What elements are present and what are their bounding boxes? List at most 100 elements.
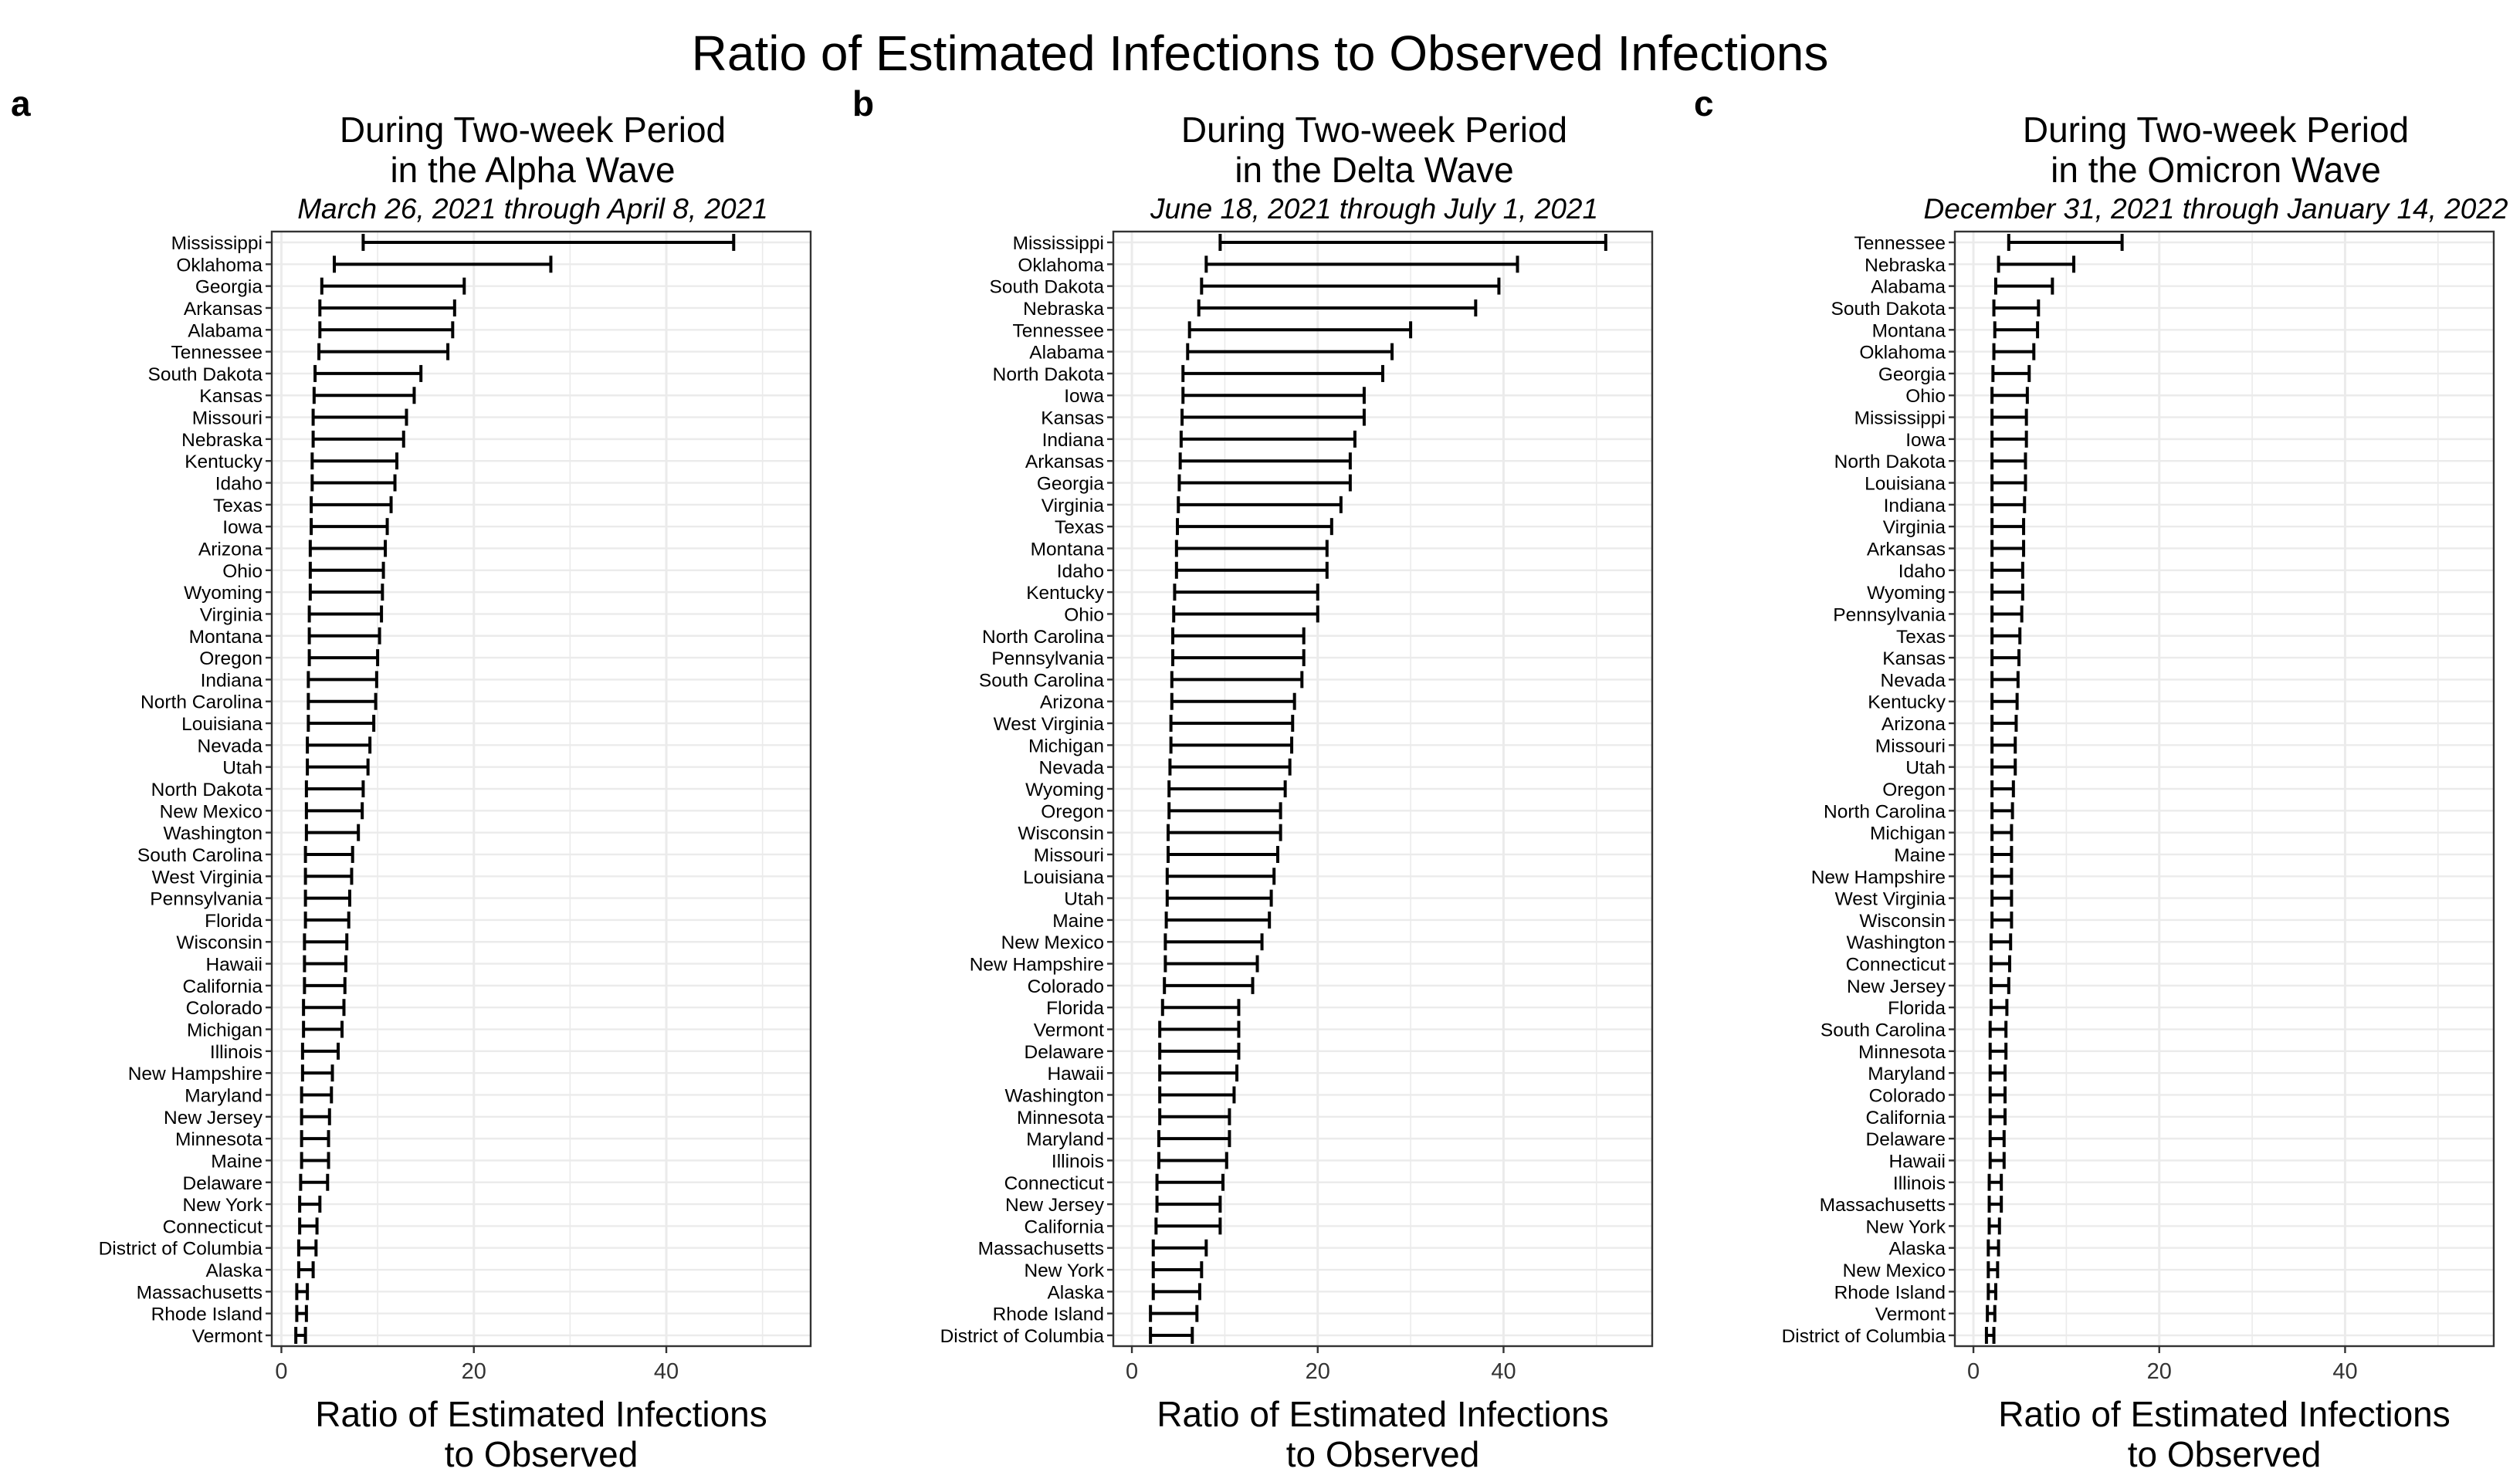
interval-washington (304, 824, 361, 841)
category-label: North Dakota (151, 780, 263, 800)
interval-vermont (294, 1327, 307, 1344)
category-label: New Hampshire (128, 1064, 262, 1084)
interval-ohio (1172, 605, 1319, 623)
category-label: Alaska (1047, 1282, 1104, 1303)
interval-new-hampshire (300, 1064, 334, 1082)
interval-district-of-columbia (296, 1239, 318, 1257)
interval-new-mexico (1987, 1261, 2000, 1279)
category-label: Hawaii (1047, 1064, 1104, 1084)
interval-illinois (1987, 1173, 2003, 1191)
interval-georgia (320, 277, 466, 295)
interval-iowa (1990, 430, 2028, 448)
category-label: Ohio (222, 561, 262, 582)
category-label: Indiana (1042, 430, 1105, 451)
category-label: Louisiana (1865, 474, 1946, 495)
category-label: Mississippi (171, 233, 262, 254)
category-label: Idaho (1057, 561, 1104, 582)
category-label: Vermont (1034, 1020, 1104, 1041)
category-label: Virginia (200, 604, 263, 625)
panel-label-c: c (1694, 83, 1714, 124)
category-label: Ohio (1064, 604, 1104, 625)
interval-florida (1989, 999, 2009, 1017)
category-label: West Virginia (152, 867, 263, 888)
category-label: Montana (189, 627, 263, 648)
category-label: Maine (211, 1151, 262, 1172)
category-label: Oklahoma (1018, 255, 1104, 276)
category-label: Oregon (199, 648, 262, 669)
interval-california (303, 976, 347, 994)
category-label: New Jersey (164, 1108, 263, 1128)
x-axis-label-line2: to Observed (445, 1434, 638, 1474)
category-label: Oregon (1882, 780, 1946, 800)
category-label: Illinois (1052, 1151, 1104, 1172)
interval-north-dakota (304, 780, 365, 797)
category-label: Virginia (1042, 496, 1105, 516)
interval-mississippi (1990, 408, 2028, 426)
category-label: Ohio (1905, 386, 1946, 407)
category-label: Missouri (192, 408, 262, 429)
category-label: Kentucky (1868, 692, 1946, 713)
category-label: New Jersey (1847, 976, 1946, 997)
category-label: Wyoming (1867, 583, 1946, 604)
interval-montana (1174, 540, 1329, 557)
category-label: Michigan (1028, 736, 1104, 756)
interval-rhode-island (295, 1304, 308, 1322)
category-label: Massachusetts (978, 1239, 1104, 1260)
category-label: Nebraska (1865, 255, 1946, 276)
interval-michigan (1169, 736, 1294, 754)
x-tick-label: 0 (1967, 1359, 1980, 1384)
interval-virginia (307, 605, 384, 623)
category-label: Nevada (198, 736, 263, 756)
interval-indiana (1179, 430, 1357, 448)
category-label: District of Columbia (940, 1326, 1105, 1347)
interval-georgia (1177, 474, 1352, 492)
category-label: Iowa (1905, 430, 1946, 451)
category-label: Missouri (1875, 736, 1946, 756)
category-label: Alabama (1871, 277, 1946, 298)
x-tick-label: 20 (1306, 1359, 1330, 1384)
interval-idaho (310, 474, 397, 492)
category-label: North Carolina (1824, 801, 1946, 822)
interval-virginia (1990, 518, 2026, 536)
interval-maine (300, 1152, 330, 1169)
x-axis-label: Ratio of Estimated Infections (315, 1394, 767, 1434)
interval-montana (307, 627, 381, 645)
panel-c-subtitle: December 31, 2021 through January 14, 20… (1923, 193, 2508, 225)
interval-indiana (307, 671, 378, 689)
interval-arizona (308, 540, 388, 557)
x-tick-label: 0 (1126, 1359, 1138, 1384)
interval-alaska (1151, 1283, 1201, 1301)
category-label: South Carolina (137, 845, 262, 866)
category-label: Montana (1872, 320, 1946, 341)
interval-tennessee (1187, 321, 1413, 339)
category-label: Hawaii (1888, 1151, 1946, 1172)
category-label: Alabama (1029, 343, 1104, 364)
category-label: Rhode Island (151, 1304, 262, 1325)
interval-connecticut (1155, 1173, 1225, 1191)
interval-new-mexico (304, 802, 364, 820)
category-label: District of Columbia (99, 1239, 263, 1260)
interval-nevada (1168, 758, 1292, 776)
x-axis-label-line2: to Observed (2128, 1434, 2322, 1474)
category-label: New Hampshire (970, 955, 1104, 976)
interval-maryland (1988, 1064, 2007, 1082)
category-label: Iowa (1064, 386, 1104, 407)
interval-south-carolina (303, 845, 354, 863)
interval-kansas (312, 387, 416, 404)
category-label: South Dakota (990, 277, 1105, 298)
category-label: New Hampshire (1811, 867, 1946, 888)
interval-arizona (1990, 715, 2018, 733)
interval-utah (1165, 889, 1273, 907)
interval-tennessee (317, 343, 450, 360)
category-label: Oklahoma (176, 255, 262, 276)
category-label: Illinois (210, 1042, 262, 1063)
category-label: Kentucky (1026, 583, 1105, 604)
interval-indiana (1990, 496, 2027, 513)
category-label: Nevada (1881, 670, 1946, 691)
interval-new-hampshire (1163, 955, 1259, 973)
interval-idaho (1990, 561, 2024, 579)
category-label: Arizona (1040, 692, 1104, 713)
interval-minnesota (1158, 1108, 1231, 1125)
x-axis-label: Ratio of Estimated Infections (1157, 1394, 1609, 1434)
